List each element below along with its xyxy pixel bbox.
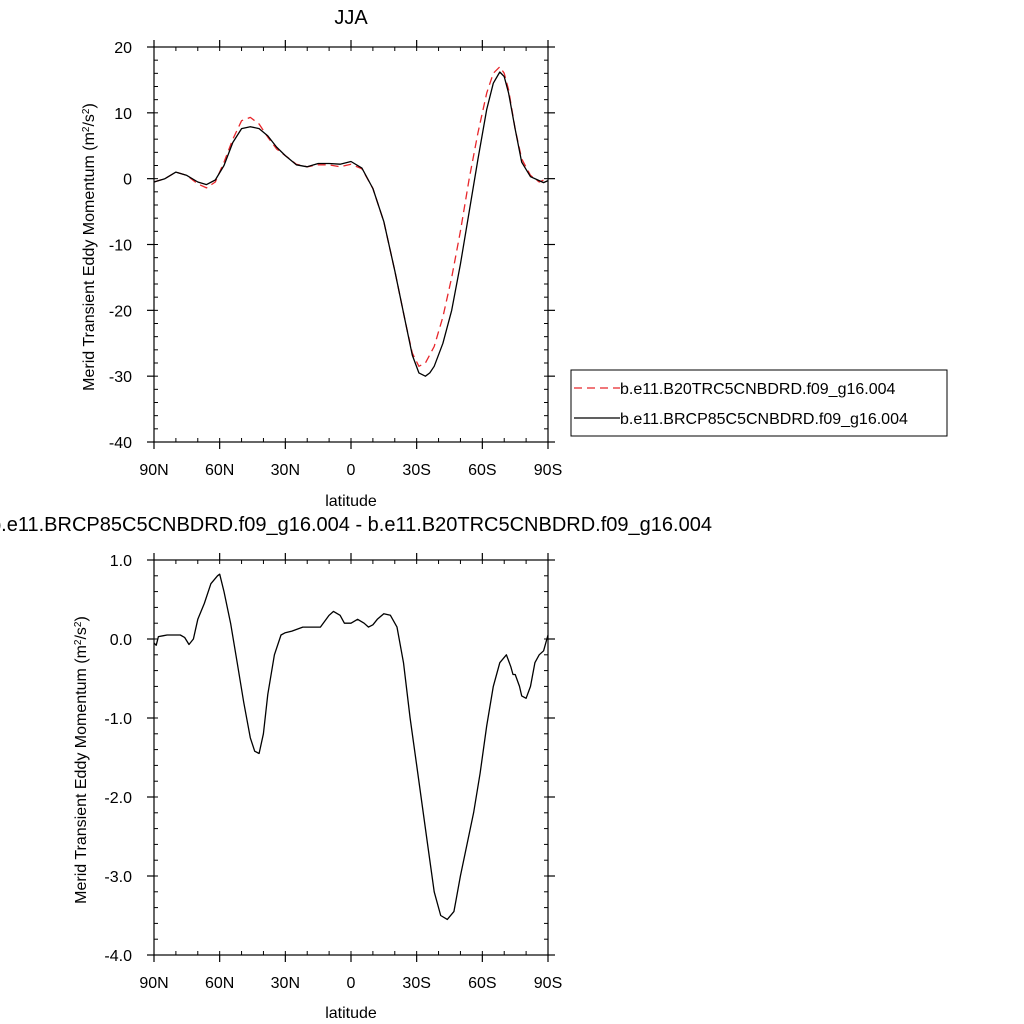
top-x-tick-label: 0 (347, 462, 356, 479)
legend: b.e11.B20TRC5CNBDRD.f09_g16.004 b.e11.BR… (570, 369, 948, 437)
bottom-y-tick-label: 0.0 (110, 632, 132, 649)
bottom-x-tick-label: 60S (468, 975, 496, 992)
bottom-x-tick-label: 60N (205, 975, 234, 992)
bottom-x-tick-label: 30S (402, 975, 430, 992)
top-panel-title: JJA (334, 7, 368, 29)
bottom-panel-frame (153, 559, 549, 956)
top-x-tick-label: 60S (468, 462, 496, 479)
bottom-y-tick-label: -1.0 (104, 711, 132, 728)
top-panel-xlabel: latitude (325, 493, 377, 510)
bottom-x-tick-label: 0 (347, 975, 356, 992)
bottom-panel-ticks: 90N 60N 30N 0 30S 60S 90S 1.0 0.0 -1.0 -2.0 -3.0 -4.… (104, 553, 562, 992)
top-series-line-control (153, 66, 549, 367)
bottom-x-tick-label: 90S (534, 975, 562, 992)
bottom-y-tick-label: 1.0 (110, 553, 132, 570)
top-y-tick-label: -10 (109, 238, 132, 255)
top-y-tick-label: 20 (114, 40, 132, 57)
bottom-x-tick-label: 90N (139, 975, 168, 992)
top-y-tick-label: -30 (109, 369, 132, 386)
bottom-series-line-difference (153, 573, 549, 921)
top-panel-series (153, 66, 549, 377)
bottom-panel-ylabel: Merid Transient Eddy Momentum (m2/s2) (73, 616, 91, 904)
top-x-tick-label: 90N (139, 462, 168, 479)
top-x-tick-label: 90S (534, 462, 562, 479)
top-panel-ylabel: Merid Transient Eddy Momentum (m2/s2) (81, 103, 99, 391)
top-y-tick-label: 10 (114, 106, 132, 123)
bottom-panel: b.e11.BRCP85C5CNBDRD.f09_g16.004 - b.e11… (0, 514, 712, 1022)
legend-control-label: b.e11.B20TRC5CNBDRD.f09_g16.004 (620, 381, 896, 398)
bottom-y-tick-label: -2.0 (104, 790, 132, 807)
legend-future-label: b.e11.BRCP85C5CNBDRD.f09_g16.004 (620, 411, 908, 428)
legend-box (570, 369, 948, 437)
top-x-tick-label: 60N (205, 462, 234, 479)
top-y-tick-label: 0 (123, 172, 132, 189)
top-x-tick-label: 30S (402, 462, 430, 479)
top-panel: JJA Merid Transient Eddy Momentum (m2/s2… (81, 7, 563, 510)
bottom-x-tick-label: 30N (271, 975, 300, 992)
bottom-y-tick-label: -3.0 (104, 869, 132, 886)
bottom-panel-series (153, 573, 549, 921)
top-series-line-future (153, 71, 549, 377)
top-y-tick-label: -20 (109, 303, 132, 320)
top-y-tick-label: -40 (109, 435, 132, 452)
top-panel-ticks: 90N 60N 30N 0 30S 60S 90S 20 10 0 -10 -20 -30 -40 (109, 40, 562, 479)
top-x-tick-label: 30N (271, 462, 300, 479)
bottom-panel-xlabel: latitude (325, 1005, 377, 1022)
bottom-y-tick-label: -4.0 (104, 948, 132, 965)
top-panel-frame (153, 46, 549, 443)
bottom-panel-title: b.e11.BRCP85C5CNBDRD.f09_g16.004 - b.e11… (0, 514, 712, 536)
